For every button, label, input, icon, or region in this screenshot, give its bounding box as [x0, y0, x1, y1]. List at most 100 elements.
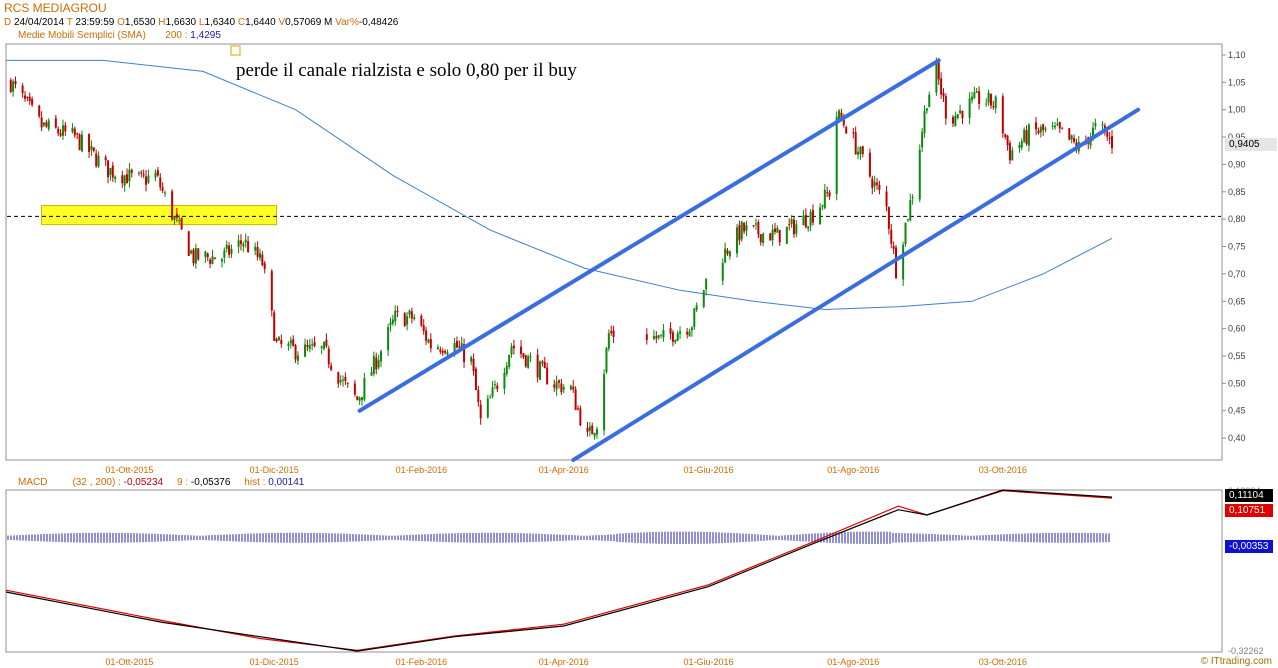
candle-body [738, 225, 741, 241]
candle-body [835, 116, 838, 194]
candle-body [1056, 123, 1059, 125]
annotation-marker [230, 45, 241, 56]
candle-body [277, 337, 280, 341]
candle [263, 260, 266, 274]
candle-body [40, 117, 43, 128]
candle [137, 171, 140, 176]
watermark: © ITtrading.com [1200, 656, 1272, 667]
candle-body [356, 396, 359, 400]
candle [47, 118, 50, 132]
candle [356, 395, 359, 401]
candle [254, 242, 257, 256]
macd-date-tick-label: 01-Dic-2015 [250, 657, 299, 667]
candle-body [211, 256, 214, 264]
price-tick-label: 0,70 [1228, 269, 1246, 279]
candle-body [1073, 138, 1076, 142]
candle-body [31, 98, 34, 105]
candle [610, 325, 613, 336]
candle-body [145, 176, 148, 185]
candle [121, 170, 124, 188]
candle [197, 248, 200, 261]
candle [603, 369, 606, 436]
candle [593, 432, 596, 440]
candle [541, 359, 544, 367]
candle [560, 378, 563, 396]
candle-body [242, 243, 245, 247]
candle [80, 130, 83, 153]
candle [994, 95, 997, 114]
candle-body [225, 244, 228, 249]
candle-body [757, 222, 760, 235]
date-label: D [4, 17, 12, 28]
candle-body [959, 110, 962, 114]
candle-body [994, 96, 997, 109]
macd-params: (32 , 200) : [72, 477, 121, 488]
candle-body [296, 355, 299, 361]
candle [477, 385, 480, 407]
candle-body [463, 344, 466, 363]
candle [377, 354, 380, 370]
price-tick-label: 0,75 [1228, 242, 1246, 252]
candle [759, 234, 762, 246]
candle [757, 219, 760, 239]
candle [61, 119, 64, 140]
candle-body [776, 227, 779, 233]
candle-body [493, 384, 496, 386]
channel-layer [357, 58, 1141, 462]
candle [676, 330, 679, 341]
candle-body [304, 344, 307, 357]
candle [38, 104, 41, 119]
current-price-box: 0,9405 [1225, 138, 1277, 151]
candle [662, 323, 665, 342]
candle [1006, 134, 1009, 151]
candle-body [911, 196, 914, 199]
candle-body [840, 112, 843, 120]
candle [553, 379, 556, 392]
candle [12, 79, 15, 97]
candle [887, 206, 890, 235]
candle [323, 341, 326, 351]
candle-body [773, 228, 776, 232]
candle-body [873, 181, 876, 187]
candle-body [688, 331, 691, 337]
candle-body [842, 119, 845, 126]
candle [776, 225, 779, 233]
candle [244, 233, 247, 248]
candle-body [320, 346, 323, 349]
candle-body [61, 125, 64, 136]
price-tick-label: 0,50 [1228, 378, 1246, 388]
candle [446, 349, 449, 356]
candle-body [607, 333, 610, 349]
candle [76, 132, 79, 140]
macd-main-line [5, 489, 1113, 652]
candle-body [1068, 128, 1071, 140]
candle [190, 249, 193, 255]
candle [527, 354, 530, 369]
candle [885, 185, 888, 212]
candle-body [676, 333, 679, 341]
candle-body [363, 377, 366, 400]
price-axis: 1,10 1,05 1,00 0,95 0,90 0,85 0,80 0,75 0,70 0,65… [1222, 50, 1246, 443]
candle-body [1018, 144, 1021, 149]
candle [857, 146, 860, 160]
price-chart[interactable]: 1,10 1,05 1,00 0,95 0,90 0,85 0,80 0,75 0,70 0,65… [0, 0, 1278, 478]
candle [223, 247, 226, 264]
candle [674, 339, 677, 345]
candle-body [90, 146, 93, 150]
candle-body [23, 95, 26, 99]
candle-body [180, 217, 183, 230]
candle-body [591, 425, 594, 435]
candle [145, 169, 148, 192]
candle-body [1035, 122, 1038, 130]
candle-body [472, 358, 475, 372]
candle-body [942, 92, 945, 97]
macd-chart[interactable]: 01-Ott-2015 01-Dic-2015 01-Feb-2016 01-Apr-… [0, 478, 1278, 668]
ohlc-bar: D 24/04/2014 T 23:59:59 O1,6530 H1,6630 … [4, 17, 398, 28]
symbol-title: RCS MEDIAGROU [4, 1, 107, 15]
macd-value: -0,05234 [123, 477, 164, 488]
candle-body [453, 342, 456, 352]
candle-body [444, 351, 447, 353]
candle [543, 356, 546, 369]
candle [1094, 118, 1097, 130]
candle [375, 352, 378, 375]
